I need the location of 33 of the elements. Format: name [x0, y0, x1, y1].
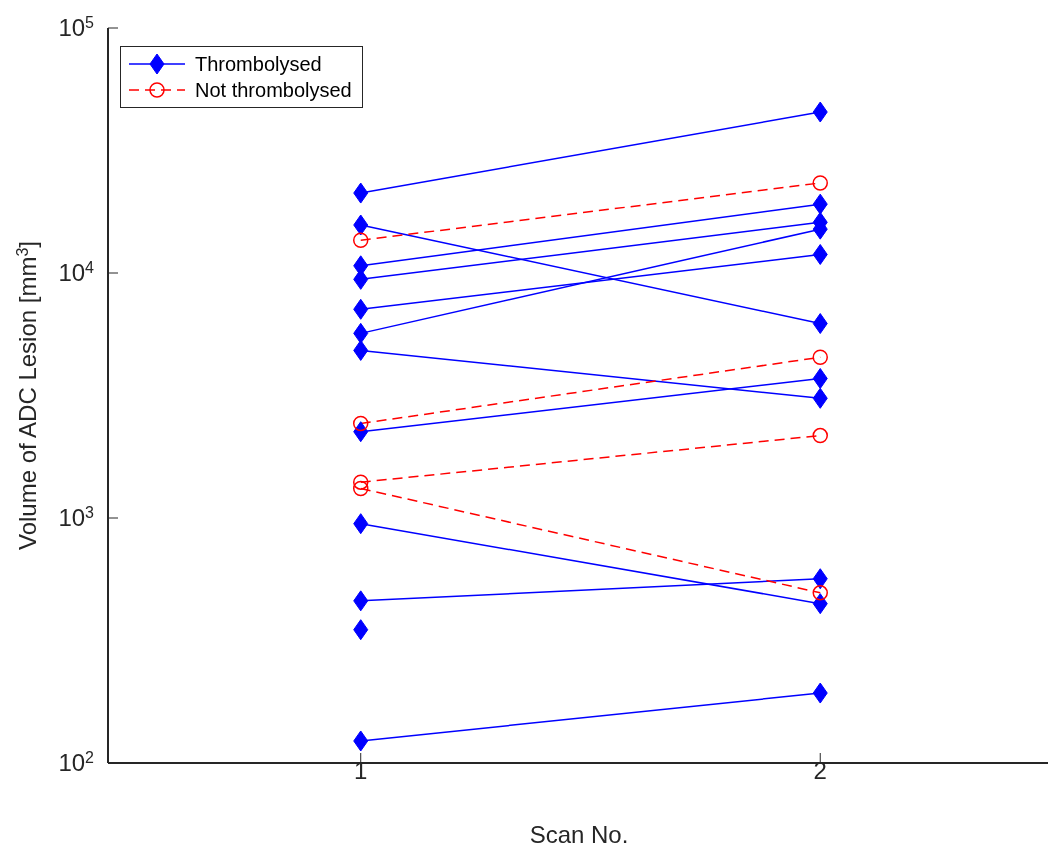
point	[812, 427, 828, 444]
point	[812, 243, 828, 265]
point	[812, 175, 828, 191]
point	[353, 513, 369, 535]
x-axis-title: Scan No.	[529, 821, 629, 848]
point	[352, 232, 369, 249]
point	[353, 730, 369, 752]
point	[812, 349, 828, 366]
point	[353, 182, 369, 204]
y-tick-label: 10$^{5}$	[58, 13, 95, 41]
legend-label: Not thrombolysed	[195, 78, 352, 102]
legend-label: Thrombolysed	[195, 52, 322, 76]
point	[353, 619, 369, 641]
point	[352, 474, 369, 490]
y-tick-label: 10$^{2}$	[58, 748, 95, 776]
point	[812, 368, 828, 389]
point	[353, 298, 369, 320]
point	[352, 415, 369, 432]
point	[812, 101, 828, 123]
point	[353, 339, 369, 361]
point	[353, 322, 369, 344]
point	[352, 480, 369, 497]
point	[812, 387, 828, 409]
point	[353, 214, 369, 236]
point	[812, 593, 828, 615]
point	[812, 193, 828, 215]
point	[812, 585, 828, 601]
point	[812, 682, 828, 704]
y-tick-label: 10$^{3}$	[58, 503, 95, 531]
point	[353, 590, 369, 612]
point	[812, 313, 828, 335]
point	[812, 568, 828, 590]
y-tick-label: 10$^{4}$	[58, 258, 95, 286]
